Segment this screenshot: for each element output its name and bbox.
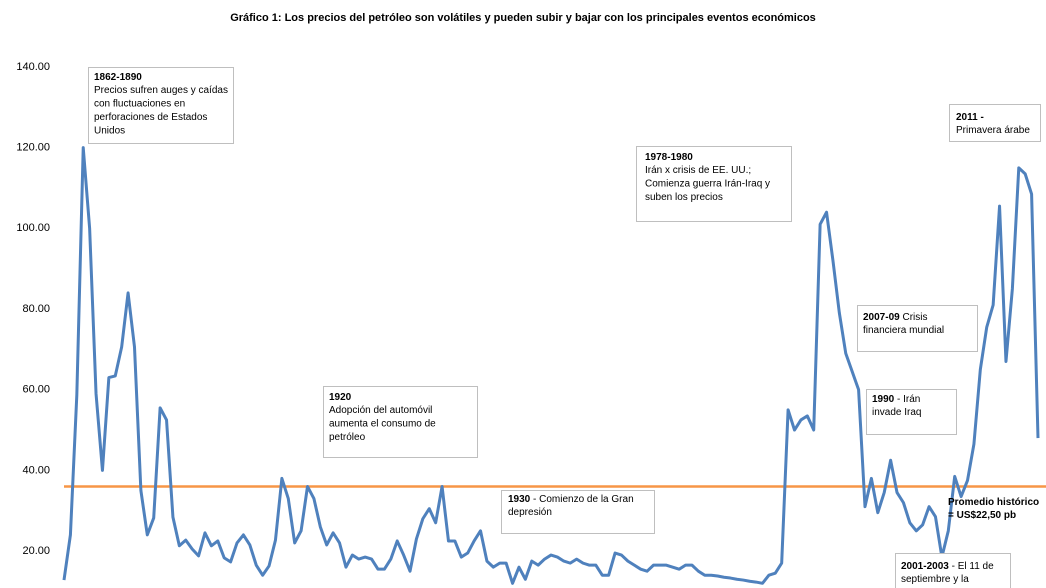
annotation-text: 1920 [329,392,352,403]
annotation-text: 1990 - Irán [872,394,920,405]
annotation-line: septiembre y la [901,574,969,585]
y-tick-label: 100.00 [16,222,50,234]
annotation-line: - Irán [894,394,920,405]
plot-area [62,146,1046,585]
annotation-line: suben los precios [645,192,723,203]
annotation-text: 1862-1890 [94,72,142,83]
annotation-text: Promedio histórico [948,497,1039,508]
annotation-line: Precios sufren auges y caídas [94,85,228,96]
annotation-line: perforaciones de Estados [94,112,207,123]
annotation-heading: 2007-09 [863,312,900,323]
annotation-heading: 1920 [329,392,352,403]
annotation-line: aumenta el consumo de [329,419,436,430]
annotation-line: depresión [508,507,552,518]
annotation-line: invade Iraq [872,407,921,418]
annotation-heading: 1930 [508,494,531,505]
y-tick-label: 140.00 [16,61,50,73]
annotation-heading: Promedio histórico [948,497,1039,508]
annotation-heading: 2011 - [956,112,984,123]
y-tick-label: 60.00 [22,384,50,396]
annotation-line: financiera mundial [863,325,944,336]
annotation-line: Adopción del automóvil [329,405,432,416]
annotation-box [857,305,978,352]
annotation-heading: 1862-1890 [94,72,142,83]
annotation-text: 2007-09 Crisis [863,312,927,323]
annotation-line: con fluctuaciones en [94,99,185,110]
y-tick-label: 80.00 [22,303,50,315]
annotation-line: Irán x crisis de EE. UU.; [645,165,751,176]
annotation-heading: 1978-1980 [645,152,693,163]
annotation-line: - Comienzo de la Gran [530,494,633,505]
annotation-line: petróleo [329,432,366,443]
annotation-line: Crisis [900,312,928,323]
annotation-line: - El 11 de [949,561,994,572]
annotation-box [323,386,478,458]
annotation-box [88,67,234,144]
annotation-text: 2011 - [956,112,984,123]
price-line [62,146,1040,585]
annotation-text: 2001-2003 - El 11 de [901,561,994,572]
annotation-heading: 1990 [872,394,895,405]
annotation-box [949,104,1041,142]
chart-title: Gráfico 1: Los precios del petróleo son … [230,12,816,24]
annotation-heading: 2001-2003 [901,561,949,572]
y-tick-label: 40.00 [22,464,50,476]
annotation-box [866,389,957,435]
y-tick-label: 20.00 [22,545,50,557]
annotation-box [895,553,1011,588]
annotation-text: 1930 - Comienzo de la Gran [508,494,634,505]
annotation-box [501,490,655,534]
annotation-line: Comienza guerra Irán-Iraq y [645,179,770,190]
annotation-line: Unidos [94,126,125,137]
annotation-line: = US$22,50 pb [948,510,1016,521]
annotation-line: Primavera árabe [956,125,1030,136]
annotation-box [636,146,792,222]
annotation-text: 1978-1980 [645,152,693,163]
y-tick-label: 120.00 [16,142,50,154]
